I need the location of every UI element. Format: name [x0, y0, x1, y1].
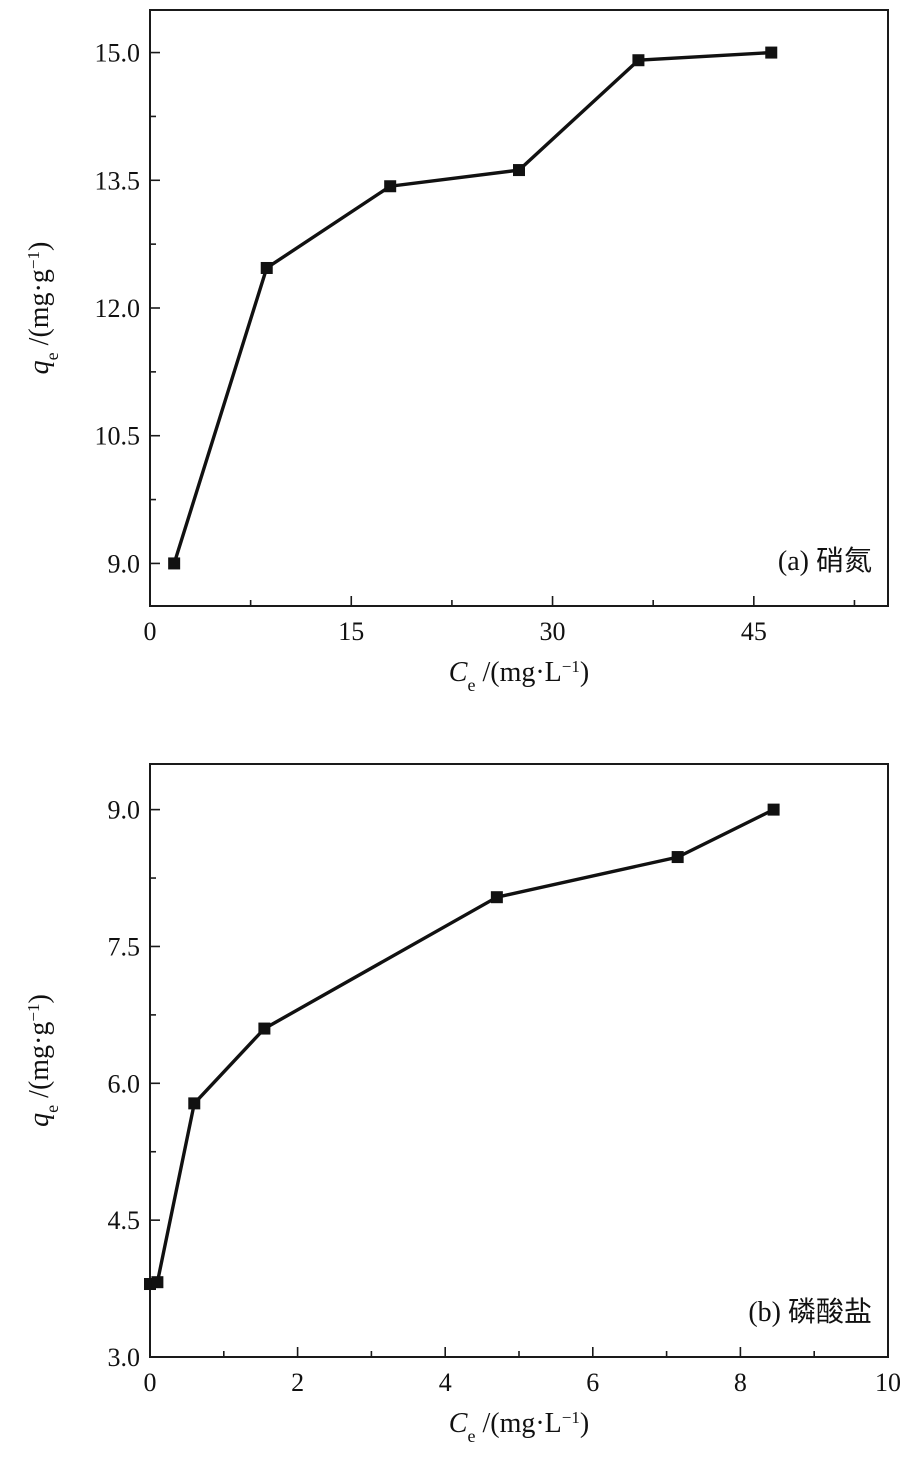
x-axis-title-a-close: ) [580, 657, 589, 688]
x-axis-title-b-close: ) [580, 1408, 589, 1439]
plot-frame-b [149, 763, 889, 1358]
panel-label-b: (b) 磷酸盐 [748, 1296, 872, 1328]
y-axis-title-a: qe /(mg·g−1) [24, 242, 63, 375]
x-axis-title-a-unit: /(mg·L [475, 657, 561, 688]
y-axis-title-b-unit: /(mg·g [24, 1022, 55, 1105]
plot-frame-a [149, 9, 889, 607]
y-axis-title-a-unit: /(mg·g [24, 269, 55, 352]
x-tick-label: 0 [144, 1368, 157, 1397]
y-axis-title-b: qe /(mg·g−1) [24, 994, 63, 1127]
y-tick-label: 3.0 [108, 1343, 141, 1372]
x-tick-label: 4 [439, 1368, 452, 1397]
y-tick-label: 4.5 [108, 1206, 141, 1235]
x-axis-title-a-subscript: e [467, 675, 475, 695]
y-axis-title-b-subscript: e [42, 1105, 62, 1113]
chart-panel-a: 0 15 30 45 9.0 10.5 12.0 13.5 15.0 (a) 硝氮 Ce /(mg·… [24, 9, 889, 696]
y-axis-title-b-symbol: q [24, 1113, 55, 1127]
x-axis-title-a-symbol: C [449, 657, 468, 688]
x-tick-label: 8 [734, 1368, 747, 1397]
x-tick-label: 45 [741, 617, 767, 646]
y-axis-title-a-subscript: e [42, 352, 62, 360]
y-tick-label: 6.0 [108, 1069, 141, 1098]
y-axis-title-a-close: ) [24, 242, 55, 251]
y-axis-title-b-superscript: −1 [24, 1004, 43, 1022]
y-axis-title-a-symbol: q [24, 360, 55, 374]
data-point-marker [258, 1022, 271, 1035]
data-point-marker [188, 1097, 201, 1110]
x-axis-title-a-superscript: −1 [562, 657, 580, 676]
x-tick-label: 2 [291, 1368, 304, 1397]
data-point-marker [632, 54, 645, 67]
x-tick-label: 6 [586, 1368, 599, 1397]
data-point-marker [765, 46, 778, 59]
data-point-marker [490, 891, 503, 904]
x-axis-title-a: Ce /(mg·L−1) [449, 657, 589, 696]
x-axis-title-b-superscript: −1 [562, 1408, 580, 1427]
x-tick-label: 10 [875, 1368, 901, 1397]
data-point-marker [767, 803, 780, 816]
y-axis-title-a-superscript: −1 [24, 251, 43, 269]
y-tick-label: 9.0 [108, 549, 141, 578]
y-axis-title-b-close: ) [24, 994, 55, 1003]
x-tick-label: 30 [540, 617, 566, 646]
x-tick-label: 0 [144, 617, 157, 646]
data-point-marker [151, 1276, 164, 1289]
y-tick-label: 9.0 [108, 796, 141, 825]
y-tick-label: 7.5 [108, 932, 141, 961]
y-tick-label: 12.0 [95, 294, 141, 323]
data-point-marker [513, 164, 525, 177]
x-axis-title-b-symbol: C [449, 1408, 468, 1439]
series-line-b [149, 808, 775, 1286]
x-axis-title-b-unit: /(mg·L [475, 1408, 561, 1439]
data-point-marker [168, 557, 181, 570]
data-point-marker [260, 261, 273, 274]
y-tick-label: 13.5 [95, 166, 141, 195]
y-tick-label: 15.0 [95, 39, 141, 68]
panel-label-a: (a) 硝氮 [778, 545, 872, 577]
x-axis-title-b: Ce /(mg·L−1) [449, 1408, 589, 1447]
x-axis-title-b-subscript: e [467, 1426, 475, 1446]
series-line-a [172, 50, 772, 564]
y-tick-label: 10.5 [95, 422, 141, 451]
data-point-marker [671, 851, 684, 864]
data-point-marker [384, 180, 397, 193]
x-tick-label: 15 [338, 617, 364, 646]
